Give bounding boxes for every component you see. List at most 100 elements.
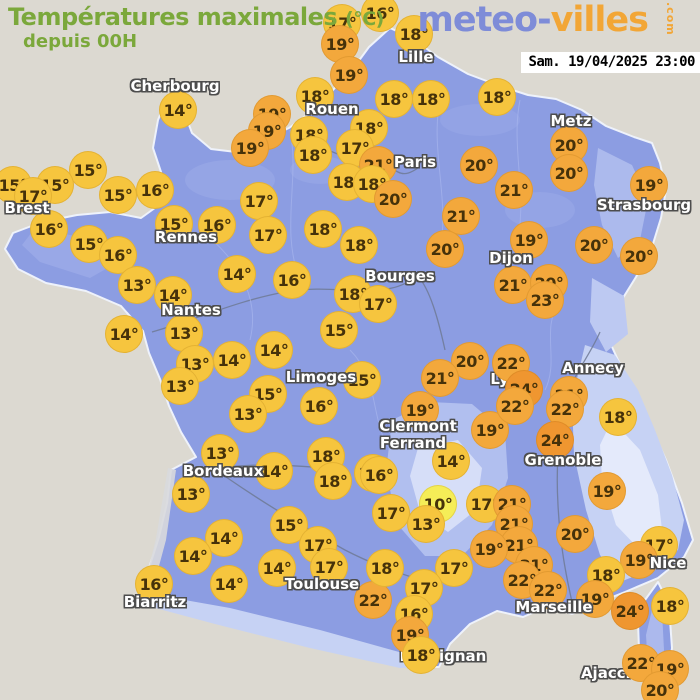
temp-bubble: 14°: [210, 565, 248, 603]
temp-bubble: 16°: [360, 456, 398, 494]
city-label-grenoble: Grenoble: [524, 451, 602, 469]
temp-bubble: 18°: [314, 462, 352, 500]
temp-bubble: 19°: [321, 25, 359, 63]
temp-bubble: 17°: [249, 216, 287, 254]
temp-bubble: 20°: [641, 671, 679, 700]
temp-bubble: 20°: [620, 237, 658, 275]
terrain-pyrenees: [145, 593, 433, 668]
temp-bubble: 18°: [294, 136, 332, 174]
page-subtitle: depuis 00H: [23, 31, 138, 52]
city-label-biarritz: Biarritz: [123, 593, 187, 611]
temp-bubble: 18°: [395, 15, 433, 53]
temp-bubble: 17°: [240, 182, 278, 220]
temp-bubble: 16°: [198, 206, 236, 244]
temp-bubble: 13°: [229, 395, 267, 433]
terrain-alps-high: [600, 420, 662, 550]
temp-bubble: 20°: [556, 515, 594, 553]
page-title-unit: (°C): [345, 8, 384, 30]
temp-bubble: 20°: [460, 146, 498, 184]
temp-bubble: 24°: [611, 592, 649, 630]
city-label-bourges: Bourges: [365, 267, 435, 285]
temp-bubble: 18°: [366, 549, 404, 587]
city-label-annecy: Annecy: [562, 359, 624, 377]
city-label-lille: Lille: [398, 48, 434, 66]
temp-bubble: 14°: [159, 91, 197, 129]
temp-bubble: 19°: [588, 472, 626, 510]
city-label-limoges: Limoges: [285, 368, 357, 386]
city-label-bordeaux: Bordeaux: [182, 462, 264, 480]
temp-bubble: 18°: [412, 80, 450, 118]
temp-bubble: 20°: [374, 180, 412, 218]
temp-bubble: 20°: [426, 230, 464, 268]
temp-bubble: 18°: [599, 398, 637, 436]
temp-bubble: 21°: [442, 197, 480, 235]
city-label-cherbourg: Cherbourg: [130, 77, 220, 95]
temp-bubble: 14°: [432, 442, 470, 480]
temp-bubble: 15°: [69, 151, 107, 189]
temp-bubble: 20°: [550, 154, 588, 192]
temp-bubble: 13°: [201, 434, 239, 472]
temp-bubble: 18°: [340, 226, 378, 264]
temp-bubble: 19°: [401, 391, 439, 429]
brand-logo[interactable]: meteo-villes .com: [417, 0, 692, 42]
temp-bubble: 16°: [136, 171, 174, 209]
city-label-nantes: Nantes: [161, 301, 221, 319]
temp-bubble: 16°: [300, 387, 338, 425]
temp-bubble: 18°: [651, 587, 689, 625]
temp-bubble: 22°: [354, 581, 392, 619]
temp-bubble: 23°: [526, 281, 564, 319]
page-title: Températures maximales (°C): [8, 3, 384, 31]
city-label-rennes: Rennes: [154, 228, 218, 246]
city-label-brest: Brest: [4, 199, 50, 217]
temp-bubble: 17°: [310, 548, 348, 586]
temp-bubble: 21°: [495, 171, 533, 209]
temp-bubble: 19°: [630, 166, 668, 204]
temp-bubble: 14°: [205, 519, 243, 557]
city-label-nice: Nice: [649, 554, 687, 572]
temp-bubble: 16°: [135, 565, 173, 603]
temp-bubble: 15°: [320, 311, 358, 349]
temp-bubble: 19°: [620, 541, 658, 579]
temp-bubble: 14°: [174, 537, 212, 575]
city-label-strasbourg: Strasbourg: [596, 196, 692, 214]
city-label-marseille: Marseille: [515, 598, 593, 616]
temp-bubble: 19°: [471, 411, 509, 449]
temp-bubble: 13°: [118, 266, 156, 304]
temp-bubble: 19°: [231, 129, 269, 167]
temp-bubble: 17°: [372, 494, 410, 532]
temp-bubble: 15°: [99, 176, 137, 214]
temp-bubble: 13°: [161, 367, 199, 405]
temp-bubble: 19°: [576, 580, 614, 618]
page-title-text: Températures maximales: [8, 3, 338, 31]
brand-logo-orange: villes: [550, 0, 649, 40]
temp-bubble: 14°: [218, 255, 256, 293]
temp-bubble: 14°: [255, 331, 293, 369]
temp-bubble: 17°: [359, 285, 397, 323]
temp-bubble: 14°: [105, 315, 143, 353]
temp-bubble: 14°: [258, 549, 296, 587]
temp-bubble: 19°: [330, 56, 368, 94]
datetime-badge: Sam. 19/04/2025 23:00: [521, 52, 700, 73]
temp-bubble: 14°: [213, 341, 251, 379]
temp-bubble: 21°: [494, 266, 532, 304]
city-label-toulouse: Toulouse: [284, 575, 360, 593]
temp-bubble: 15°: [270, 506, 308, 544]
temp-bubble: 16°: [30, 210, 68, 248]
city-label-dijon: Dijon: [489, 249, 533, 267]
city-label-metz: Metz: [550, 112, 592, 130]
temp-bubble: 17°: [14, 177, 52, 215]
temp-bubble: 24°: [536, 421, 574, 459]
brand-logo-tld: .com: [664, 2, 677, 36]
temp-bubble: 18°: [296, 77, 334, 115]
temp-bubble: 19°: [470, 530, 508, 568]
temp-bubble: 15°: [343, 361, 381, 399]
temp-bubble: 21°: [421, 359, 459, 397]
temp-bubble: 20°: [575, 226, 613, 264]
temp-bubble: 16°: [273, 261, 311, 299]
temp-bubble: 22°: [529, 571, 567, 609]
city-label-rouen: Rouen: [305, 100, 359, 118]
temp-bubble: 19°: [510, 221, 548, 259]
temp-bubble: 13°: [407, 505, 445, 543]
temp-bubble: 15°: [70, 225, 108, 263]
